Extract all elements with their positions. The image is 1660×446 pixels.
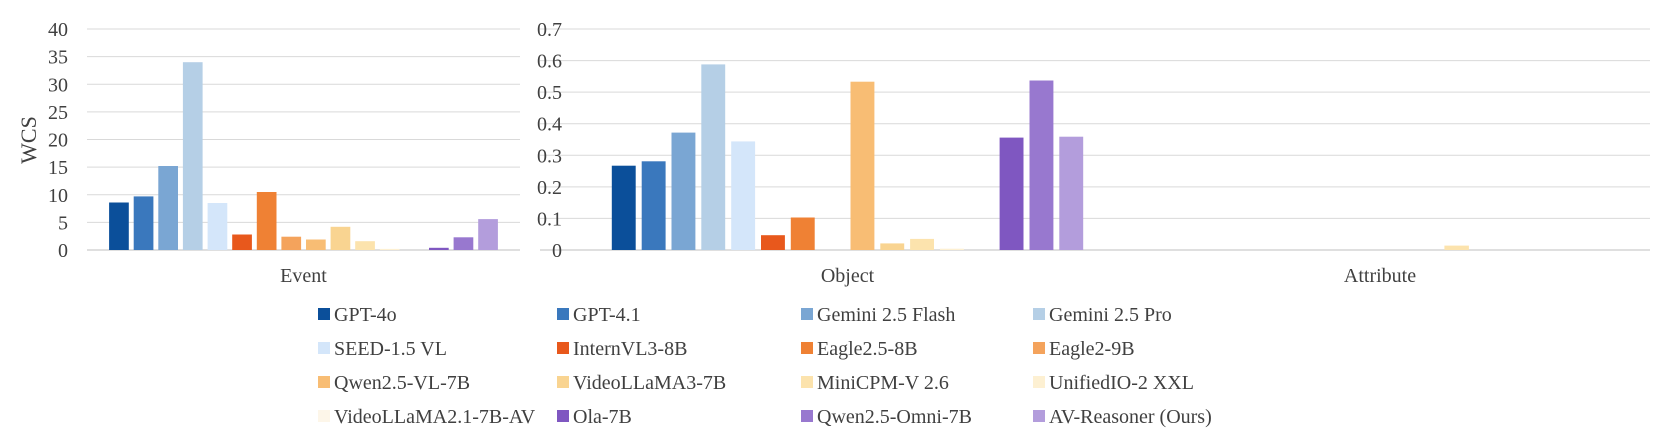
bar-event-1 bbox=[133, 196, 154, 250]
bar-event-2 bbox=[158, 166, 178, 250]
bar-object-4 bbox=[731, 141, 756, 250]
legend-label-3: Gemini 2.5 Pro bbox=[1049, 304, 1172, 326]
bar-event-9 bbox=[330, 226, 351, 250]
y-tick-event: 40 bbox=[48, 19, 68, 41]
legend-label-5: InternVL3-8B bbox=[573, 338, 687, 360]
bar-event-14 bbox=[453, 237, 474, 250]
y-tick-object: 0.4 bbox=[537, 114, 562, 136]
y-tick-object: 0.7 bbox=[537, 19, 562, 41]
legend-swatch-13 bbox=[557, 410, 569, 422]
legend-swatch-1 bbox=[557, 308, 569, 320]
bar-event-6 bbox=[256, 192, 277, 250]
bar-object-1 bbox=[641, 161, 666, 250]
bar-object-13 bbox=[999, 137, 1024, 250]
bar-object-3 bbox=[701, 64, 726, 251]
legend-label-4: SEED-1.5 VL bbox=[334, 338, 447, 360]
legend-label-0: GPT-4o bbox=[334, 304, 397, 326]
category-label-attribute: Attribute bbox=[1344, 265, 1416, 287]
legend-label-7: Eagle2-9B bbox=[1049, 338, 1135, 360]
bar-event-10 bbox=[355, 241, 375, 250]
legend-swatch-9 bbox=[557, 376, 569, 388]
y-tick-event: 10 bbox=[48, 185, 68, 207]
legend-swatch-0 bbox=[318, 308, 330, 320]
bar-object-11 bbox=[940, 248, 964, 250]
legend-label-11: UnifiedIO-2 XXL bbox=[1049, 372, 1194, 394]
category-label-event: Event bbox=[280, 265, 327, 287]
legend: GPT-4o GPT-4.1 Gemini 2.5 Flash Gemini 2.5 … bbox=[318, 304, 1212, 428]
bar-event-15 bbox=[478, 219, 498, 250]
y-tick-object: 0.3 bbox=[537, 145, 562, 167]
y-tick-event: 0 bbox=[58, 240, 68, 262]
legend-swatch-14 bbox=[801, 410, 813, 422]
legend-label-2: Gemini 2.5 Flash bbox=[817, 304, 955, 326]
bar-object-6 bbox=[790, 217, 815, 250]
bar-event-13 bbox=[429, 247, 449, 250]
bar-event-4 bbox=[207, 203, 228, 250]
y-tick-event: 30 bbox=[48, 74, 68, 96]
y-tick-object: 0.5 bbox=[537, 82, 562, 104]
y-tick-object: 0.2 bbox=[537, 177, 562, 199]
category-labels: Event Object Attribute bbox=[280, 265, 1416, 287]
legend-swatch-10 bbox=[801, 376, 813, 388]
y-axis-ticks: 0 5 10 15 20 25 30 35 40 0 0.1 0.2 0.3 0.4 0.5 0.6 0.7 bbox=[48, 19, 562, 262]
bar-object-15 bbox=[1059, 136, 1084, 250]
bar-event-11 bbox=[379, 248, 400, 250]
legend-swatch-7 bbox=[1033, 342, 1045, 354]
legend-label-14: Qwen2.5-Omni-7B bbox=[817, 406, 972, 428]
bar-event-0 bbox=[109, 202, 129, 250]
bars bbox=[109, 62, 1469, 251]
bar-event-8 bbox=[306, 239, 326, 250]
bar-object-9 bbox=[880, 243, 905, 250]
legend-swatch-4 bbox=[318, 342, 330, 354]
bar-object-8 bbox=[850, 81, 875, 250]
y-tick-object: 0 bbox=[552, 240, 562, 262]
y-tick-event: 25 bbox=[48, 102, 68, 124]
legend-swatch-11 bbox=[1033, 376, 1045, 388]
y-tick-event: 15 bbox=[48, 157, 68, 179]
y-tick-object: 0.1 bbox=[537, 208, 562, 230]
bar-attribute-10 bbox=[1444, 245, 1469, 250]
legend-swatch-5 bbox=[557, 342, 569, 354]
y-tick-event: 35 bbox=[48, 47, 68, 69]
bar-object-0 bbox=[611, 165, 636, 250]
y-axis-label: WCS bbox=[16, 116, 41, 164]
legend-label-10: MiniCPM-V 2.6 bbox=[817, 372, 949, 394]
legend-swatch-15 bbox=[1033, 410, 1045, 422]
y-tick-event: 5 bbox=[58, 212, 68, 234]
bar-event-7 bbox=[281, 236, 302, 250]
y-tick-event: 20 bbox=[48, 130, 68, 152]
legend-label-6: Eagle2.5-8B bbox=[817, 338, 918, 360]
legend-label-13: Ola-7B bbox=[573, 406, 632, 428]
legend-swatch-3 bbox=[1033, 308, 1045, 320]
legend-label-1: GPT-4.1 bbox=[573, 304, 641, 326]
legend-swatch-6 bbox=[801, 342, 813, 354]
legend-label-15: AV-Reasoner (Ours) bbox=[1049, 406, 1212, 428]
bar-event-5 bbox=[232, 234, 252, 250]
legend-label-12: VideoLLaMA2.1-7B-AV bbox=[334, 406, 536, 428]
category-label-object: Object bbox=[821, 265, 875, 287]
legend-label-9: VideoLLaMA3-7B bbox=[573, 372, 726, 394]
bar-object-14 bbox=[1029, 80, 1054, 250]
bar-object-5 bbox=[761, 235, 785, 250]
bar-event-3 bbox=[182, 62, 203, 251]
bar-object-2 bbox=[671, 132, 696, 250]
legend-swatch-8 bbox=[318, 376, 330, 388]
legend-label-8: Qwen2.5-VL-7B bbox=[334, 372, 470, 394]
legend-swatch-2 bbox=[801, 308, 813, 320]
y-tick-object: 0.6 bbox=[537, 51, 562, 73]
bar-object-10 bbox=[910, 238, 934, 250]
legend-swatch-12 bbox=[318, 410, 330, 422]
